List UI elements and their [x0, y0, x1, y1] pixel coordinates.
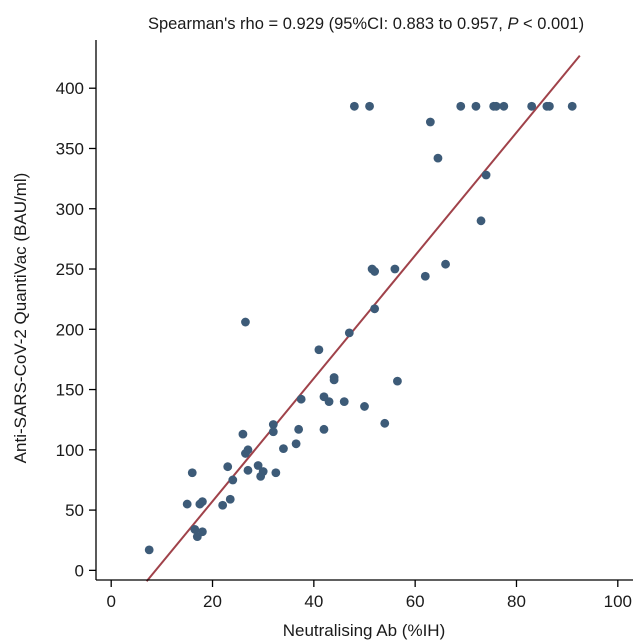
x-tick-label: 40	[304, 592, 323, 611]
axes-layer: 0 20 40 60 80 100 0 50 100 150 200 250 300 350 400	[56, 40, 633, 611]
data-point	[425, 117, 435, 127]
chart-title-p-symbol: P	[507, 15, 518, 33]
y-tick-label: 150	[56, 381, 84, 400]
data-point	[491, 101, 501, 111]
data-point	[370, 267, 380, 276]
data-point	[380, 418, 390, 428]
data-point	[268, 427, 278, 437]
data-point	[187, 468, 197, 478]
data-point	[481, 170, 491, 180]
data-point	[279, 444, 288, 454]
data-point	[228, 475, 238, 485]
data-point	[144, 545, 154, 555]
data-point	[319, 424, 329, 434]
y-tick-label: 50	[65, 501, 84, 520]
y-tick-label: 250	[56, 260, 84, 279]
data-point	[567, 101, 577, 111]
data-points-layer	[144, 101, 577, 555]
data-point	[238, 429, 248, 439]
data-point	[390, 264, 400, 274]
x-tick-label: 80	[507, 592, 526, 611]
y-tick-label: 300	[56, 200, 84, 219]
data-point	[360, 402, 369, 411]
data-point	[268, 420, 278, 429]
data-point	[370, 304, 380, 314]
y-axis-title: Anti-SARS-CoV-2 QuantiVac (BAU/ml)	[11, 173, 30, 464]
data-point	[314, 345, 324, 355]
chart-title-before-p: Spearman's rho = 0.929 (95%CI: 0.883 to …	[148, 15, 508, 33]
x-tick-label: 20	[203, 592, 222, 611]
data-point	[258, 467, 268, 476]
data-point	[243, 445, 253, 455]
data-point	[349, 101, 359, 111]
y-tick-label: 350	[56, 139, 84, 158]
data-point	[324, 397, 334, 407]
y-tick-label: 400	[56, 79, 84, 98]
data-point	[420, 271, 430, 281]
data-point	[225, 494, 235, 504]
data-point	[223, 462, 233, 472]
fit-line-layer	[145, 55, 581, 582]
data-point	[499, 101, 509, 111]
data-point	[294, 424, 304, 434]
x-tick-label: 100	[604, 592, 632, 611]
data-point	[241, 317, 250, 327]
x-tick-label: 60	[406, 592, 425, 611]
data-point	[253, 461, 263, 470]
x-tick-label: 0	[106, 592, 115, 611]
data-point	[291, 439, 301, 449]
data-point	[329, 373, 339, 382]
data-point	[365, 101, 374, 111]
data-point	[271, 468, 281, 478]
x-axis-title: Neutralising Ab (%IH)	[283, 621, 446, 640]
chart-title-after-p: < 0.001)	[518, 15, 584, 33]
data-point	[197, 527, 207, 537]
regression-line	[145, 55, 581, 582]
data-point	[190, 524, 200, 534]
data-point	[433, 153, 443, 163]
data-point	[243, 465, 253, 475]
data-point	[441, 259, 450, 269]
data-point	[545, 101, 554, 111]
data-point	[182, 499, 192, 509]
y-tick-label: 200	[56, 320, 84, 339]
y-tick-label: 100	[56, 441, 84, 460]
data-point	[393, 376, 402, 386]
data-point	[344, 328, 354, 338]
data-point	[527, 101, 537, 111]
data-point	[476, 216, 486, 226]
y-tick-label: 0	[75, 561, 84, 580]
data-point	[456, 101, 466, 111]
data-point	[339, 397, 349, 407]
data-point	[197, 497, 207, 507]
data-point	[296, 394, 306, 404]
data-point	[218, 500, 228, 510]
data-point	[471, 101, 481, 111]
chart-title: Spearman's rho = 0.929 (95%CI: 0.883 to …	[148, 15, 584, 33]
